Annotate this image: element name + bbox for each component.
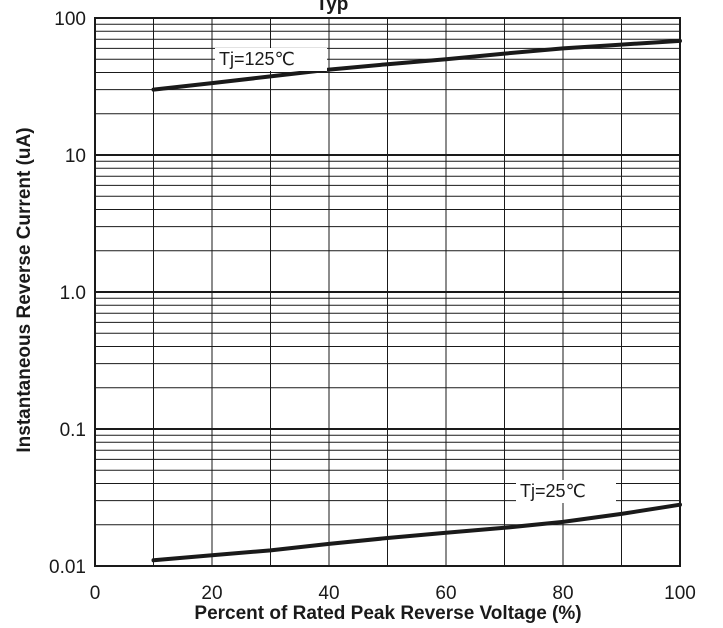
y-tick-label: 1.0 (60, 283, 86, 304)
x-tick-label: 80 (552, 583, 573, 604)
y-tick-label: 100 (54, 9, 86, 30)
y-tick-label: 0.01 (49, 557, 86, 578)
x-axis-label: Percent of Rated Peak Reverse Voltage (%… (194, 603, 581, 624)
x-tick-label: 100 (664, 583, 696, 604)
y-tick-label: 10 (65, 146, 86, 167)
curve-label-bg (516, 480, 616, 503)
curve-label-tj25: Tj=25℃ (520, 481, 586, 501)
x-tick-label: 40 (318, 583, 339, 604)
series-line-tj125 (151, 38, 682, 92)
series-layer (151, 38, 682, 563)
x-tick-label: 0 (90, 583, 101, 604)
tick-labels: 0 20 40 60 80 100 0.01 0.1 1.0 10 100 (49, 9, 696, 604)
y-tick-label: 0.1 (60, 420, 86, 441)
chart-title-fragment: Typ (316, 0, 348, 15)
x-tick-label: 60 (435, 583, 456, 604)
series-line-tj25 (151, 502, 682, 563)
y-axis-label: Instantaneous Reverse Current (uA) (14, 127, 35, 452)
grid (95, 18, 680, 566)
curve-labels: Tj=125℃ Tj=25℃ (215, 48, 616, 503)
plot-frame (94, 17, 681, 567)
curve-label-bg (215, 48, 327, 71)
x-tick-label: 20 (201, 583, 222, 604)
curve-label-tj125: Tj=125℃ (219, 49, 295, 69)
